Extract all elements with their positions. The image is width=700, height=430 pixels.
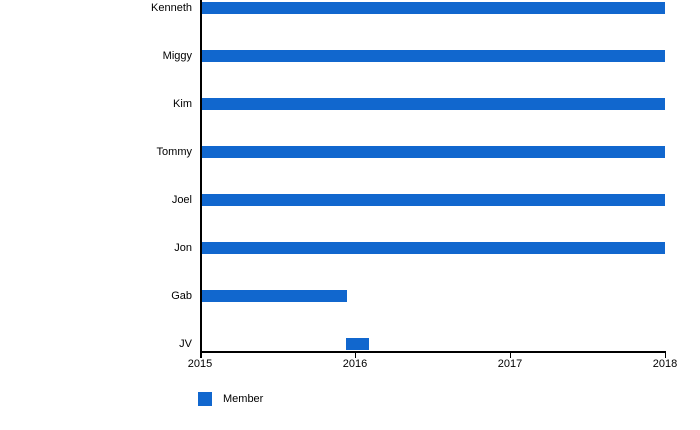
- bar-kim[interactable]: [200, 98, 665, 110]
- x-tick-label-2018: 2018: [652, 358, 678, 370]
- bar-kenneth[interactable]: [200, 2, 665, 14]
- category-label-gab: Gab: [171, 290, 192, 302]
- category-label-miggy: Miggy: [162, 50, 192, 62]
- category-label-kenneth: Kenneth: [151, 2, 192, 14]
- bar-miggy[interactable]: [200, 50, 665, 62]
- x-tick-label-2015: 2015: [187, 358, 213, 370]
- category-label-jv: JV: [179, 338, 192, 350]
- x-tick-2018: [665, 351, 666, 358]
- x-axis-line: [200, 351, 666, 353]
- x-tick-label-2017: 2017: [497, 358, 523, 370]
- category-label-jon: Jon: [174, 242, 192, 254]
- legend-member-label: Member: [223, 393, 264, 405]
- bar-jv[interactable]: [345, 338, 369, 350]
- bar-tommy[interactable]: [200, 146, 665, 158]
- category-label-kim: Kim: [173, 98, 192, 110]
- x-tick-label-2016: 2016: [342, 358, 368, 370]
- legend: Member: [198, 392, 263, 406]
- category-label-tommy: Tommy: [156, 146, 192, 158]
- y-axis-line: [200, 0, 202, 358]
- category-label-joel: Joel: [171, 194, 192, 206]
- bar-gab[interactable]: [200, 290, 348, 302]
- bar-joel[interactable]: [200, 194, 665, 206]
- x-tick-2015: [200, 351, 201, 358]
- x-tick-2017: [510, 351, 511, 358]
- legend-member-swatch: [198, 392, 212, 406]
- bar-jon[interactable]: [200, 242, 665, 254]
- x-tick-2016: [355, 351, 356, 358]
